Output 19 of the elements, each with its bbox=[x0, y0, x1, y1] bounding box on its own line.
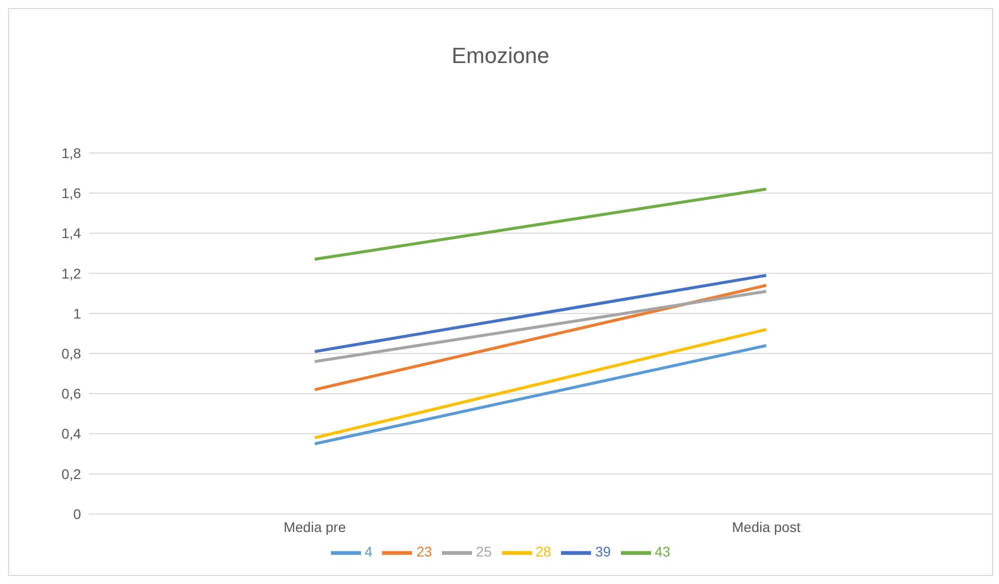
legend-label: 39 bbox=[595, 544, 611, 560]
y-tick-label: 1,4 bbox=[62, 225, 82, 242]
chart-title: Emozione bbox=[450, 42, 550, 70]
x-tick-label: Media pre bbox=[284, 518, 346, 535]
y-tick-label: 1,6 bbox=[62, 185, 82, 202]
y-tick-label: 0,8 bbox=[62, 346, 82, 362]
x-tick-label: Media post bbox=[732, 518, 801, 535]
y-tick-label: 1,2 bbox=[62, 265, 82, 282]
y-tick-label: 0,6 bbox=[62, 386, 82, 402]
y-tick-label: 1 bbox=[73, 305, 82, 322]
legend-label: 23 bbox=[416, 544, 432, 560]
y-tick-label: 1,8 bbox=[62, 144, 82, 161]
legend-label: 4 bbox=[364, 544, 372, 560]
legend-label: 28 bbox=[536, 544, 552, 560]
y-tick-label: 0,2 bbox=[62, 466, 82, 482]
legend-label: 25 bbox=[476, 544, 492, 560]
y-tick-label: 0,4 bbox=[62, 426, 82, 442]
legend-label: 43 bbox=[654, 544, 670, 560]
y-tick-label: 0 bbox=[73, 506, 82, 522]
